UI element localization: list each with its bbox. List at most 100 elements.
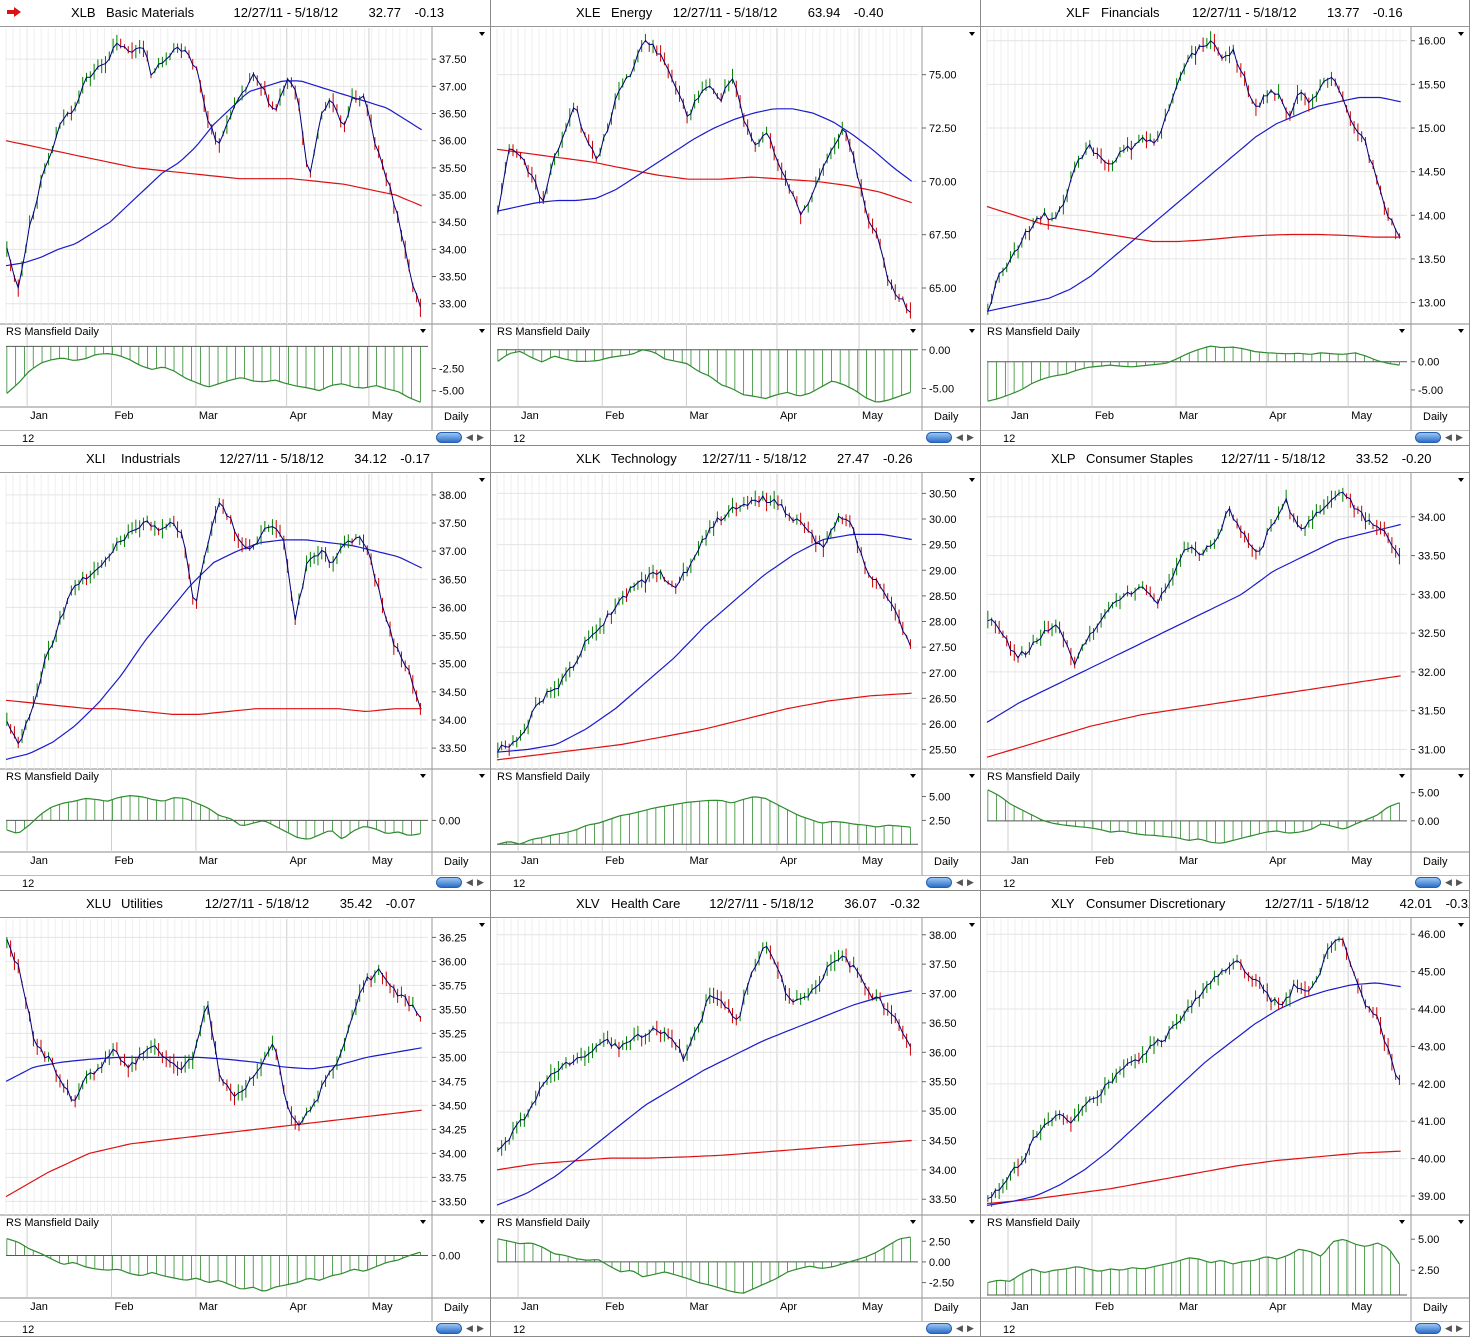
scroll-thumb[interactable] [436, 1323, 462, 1334]
rs-line [987, 789, 1400, 844]
price-chart-svg[interactable]: Jan Feb Mar Apr May 37.50 37.00 36.50 36.00 35.50… [0, 26, 491, 431]
scroll-thumb[interactable] [1415, 877, 1441, 888]
panel-title-bar: XLU Utilities 12/27/11 - 5/18/12 35.42 -0.07 [0, 891, 490, 918]
chart-panel-xly[interactable]: XLY Consumer Discretionary 12/27/11 - 5/18… [981, 891, 1470, 1337]
rs-line [6, 1238, 421, 1292]
scrollbar[interactable]: ◀ ▶ [926, 432, 976, 444]
price-tick-label: 32.00 [1418, 667, 1446, 679]
scroll-right-icon[interactable]: ▶ [967, 877, 974, 887]
scrollbar[interactable]: ◀ ▶ [926, 1323, 976, 1335]
scroll-right-icon[interactable]: ▶ [1456, 877, 1463, 887]
scrollbar[interactable]: ◀ ▶ [1415, 1323, 1465, 1335]
close-line [6, 42, 421, 308]
price-chart-svg[interactable]: Jan Feb Mar Apr May 75.00 72.50 70.00 67.50 65.00… [491, 26, 981, 431]
price-chart-svg[interactable]: Jan Feb Mar Apr May 16.00 15.50 15.00 14.50 14.00… [981, 26, 1470, 431]
pane-menu-icon [1458, 1220, 1464, 1224]
chart-panel-xlp[interactable]: XLP Consumer Staples 12/27/11 - 5/18/12 33.… [981, 446, 1470, 891]
month-tick-label: Apr [1269, 1301, 1286, 1313]
chart-panel-xlu[interactable]: XLU Utilities 12/27/11 - 5/18/12 35.42 -0.07… [0, 891, 491, 1337]
year-label: 12 [22, 433, 35, 445]
ma-50-line [986, 523, 1401, 723]
scroll-thumb[interactable] [436, 432, 462, 443]
price-tick-label: 46.00 [1418, 929, 1446, 941]
rs-tick-label: 0.00 [1418, 357, 1439, 369]
chart-panel-xli[interactable]: XLI Industrials 12/27/11 - 5/18/12 34.12 -0.… [0, 446, 491, 891]
price-tick-label: 33.50 [439, 1196, 467, 1208]
rs-tick-label: 5.00 [929, 792, 950, 804]
panel-title-bar: XLK Technology 12/27/11 - 5/18/12 27.47 -0.2… [491, 446, 980, 473]
chart-panel-xle[interactable]: XLE Energy 12/27/11 - 5/18/12 63.94 -0.40 Jan… [491, 0, 981, 446]
scroll-right-icon[interactable]: ▶ [477, 1323, 484, 1333]
price-tick-label: 35.50 [439, 631, 467, 643]
rs-line [6, 352, 421, 403]
period-label: Daily [934, 1302, 959, 1314]
price-tick-label: 36.50 [439, 574, 467, 586]
price-tick-label: 33.50 [929, 1194, 957, 1206]
scroll-left-icon[interactable]: ◀ [956, 1323, 963, 1333]
scroll-left-icon[interactable]: ◀ [466, 877, 473, 887]
scroll-left-icon[interactable]: ◀ [1445, 1323, 1452, 1333]
price-tick-label: 37.00 [439, 81, 467, 93]
month-tick-label: Feb [115, 855, 134, 867]
chart-panel-xlb[interactable]: XLB Basic Materials 12/27/11 - 5/18/12 32.7… [0, 0, 491, 446]
price-chart-svg[interactable]: Jan Feb Mar Apr May 36.25 36.00 35.75 35.50 35.25… [0, 917, 491, 1322]
scroll-left-icon[interactable]: ◀ [466, 1323, 473, 1333]
price-chart-svg[interactable]: Jan Feb Mar Apr May 38.00 37.50 37.00 36.50 36.00… [0, 472, 491, 876]
scrollbar[interactable]: ◀ ▶ [1415, 432, 1465, 444]
price-tick-label: 34.50 [439, 687, 467, 699]
scroll-thumb[interactable] [1415, 432, 1441, 443]
scroll-right-icon[interactable]: ▶ [967, 1323, 974, 1333]
scroll-thumb[interactable] [1415, 1323, 1441, 1334]
date-range: 12/27/11 - 5/18/12 [709, 896, 814, 911]
price-tick-label: 37.00 [929, 989, 957, 1001]
rs-tick-label: -2.50 [929, 1278, 954, 1290]
scroll-left-icon[interactable]: ◀ [956, 432, 963, 442]
scroll-left-icon[interactable]: ◀ [466, 432, 473, 442]
price-tick-label: 34.50 [439, 1100, 467, 1112]
chart-panel-xlk[interactable]: XLK Technology 12/27/11 - 5/18/12 27.47 -0.2… [491, 446, 981, 891]
scroll-thumb[interactable] [926, 1323, 952, 1334]
price-tick-label: 14.50 [1418, 167, 1446, 179]
price-tick-label: 70.00 [929, 176, 957, 188]
scroll-left-icon[interactable]: ◀ [956, 877, 963, 887]
scrollbar[interactable]: ◀ ▶ [436, 1323, 486, 1335]
rs-pane-label: RS Mansfield Daily [987, 1217, 1080, 1229]
chart-panel-xlf[interactable]: XLF Financials 12/27/11 - 5/18/12 13.77 -0.1… [981, 0, 1470, 446]
scroll-right-icon[interactable]: ▶ [1456, 432, 1463, 442]
scroll-left-icon[interactable]: ◀ [1445, 432, 1452, 442]
month-tick-label: May [862, 855, 883, 867]
price-chart-svg[interactable]: Jan Feb Mar Apr May 30.50 30.00 29.50 29.00 28.50… [491, 472, 981, 876]
symbol-label: XLY [1051, 896, 1075, 911]
rs-pane-label: RS Mansfield Daily [987, 771, 1080, 783]
alert-arrow-icon[interactable] [6, 6, 22, 18]
price-tick-label: 35.00 [929, 1106, 957, 1118]
scroll-right-icon[interactable]: ▶ [477, 432, 484, 442]
scroll-left-icon[interactable]: ◀ [1445, 877, 1452, 887]
scroll-right-icon[interactable]: ▶ [967, 432, 974, 442]
scroll-right-icon[interactable]: ▶ [477, 877, 484, 887]
scroll-thumb[interactable] [436, 877, 462, 888]
scrollbar[interactable]: ◀ ▶ [1415, 877, 1465, 889]
price-chart-svg[interactable]: Jan Feb Mar Apr May 38.00 37.50 37.00 36.50 36.00… [491, 917, 981, 1322]
pane-menu-icon [479, 923, 485, 927]
close-line [497, 39, 911, 313]
price-tick-label: 34.25 [439, 1124, 467, 1136]
year-label: 12 [22, 878, 35, 890]
scrollbar[interactable]: ◀ ▶ [436, 877, 486, 889]
price-tick-label: 35.25 [439, 1028, 467, 1040]
month-tick-label: Jan [521, 855, 539, 867]
year-label: 12 [22, 1324, 35, 1336]
scrollbar[interactable]: ◀ ▶ [926, 877, 976, 889]
price-chart-svg[interactable]: Jan Feb Mar Apr May 46.00 45.00 44.00 43.00 42.00… [981, 917, 1470, 1322]
scroll-thumb[interactable] [926, 432, 952, 443]
price-change: -0.07 [385, 896, 416, 911]
month-tick-label: Feb [605, 410, 624, 422]
price-chart-svg[interactable]: Jan Feb Mar Apr May 34.00 33.50 33.00 32.50 32.00… [981, 472, 1470, 876]
rs-line [497, 349, 911, 403]
scrollbar[interactable]: ◀ ▶ [436, 432, 486, 444]
period-label: Daily [1423, 856, 1448, 868]
last-price: 63.94 [807, 5, 841, 20]
scroll-right-icon[interactable]: ▶ [1456, 1323, 1463, 1333]
chart-panel-xlv[interactable]: XLV Health Care 12/27/11 - 5/18/12 36.07 -0.… [491, 891, 981, 1337]
scroll-thumb[interactable] [926, 877, 952, 888]
